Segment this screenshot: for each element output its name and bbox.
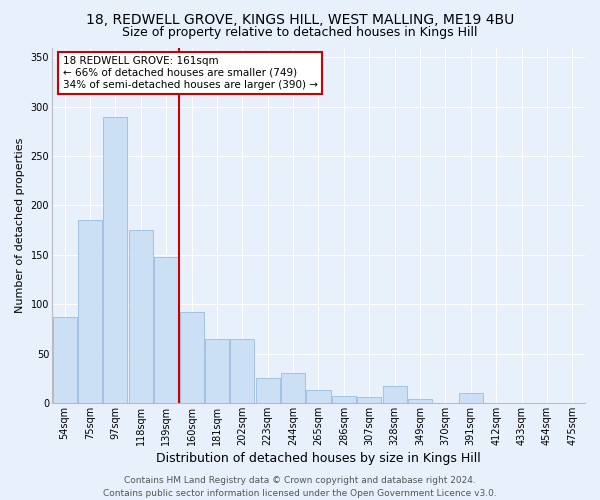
- Bar: [459, 393, 483, 403]
- Bar: [332, 396, 356, 403]
- Y-axis label: Number of detached properties: Number of detached properties: [15, 138, 25, 313]
- Text: 18, REDWELL GROVE, KINGS HILL, WEST MALLING, ME19 4BU: 18, REDWELL GROVE, KINGS HILL, WEST MALL…: [86, 12, 514, 26]
- Bar: [205, 338, 229, 403]
- Bar: [179, 312, 203, 403]
- Bar: [307, 390, 331, 403]
- Bar: [256, 378, 280, 403]
- X-axis label: Distribution of detached houses by size in Kings Hill: Distribution of detached houses by size …: [156, 452, 481, 465]
- Bar: [103, 116, 127, 403]
- Bar: [129, 230, 153, 403]
- Text: Size of property relative to detached houses in Kings Hill: Size of property relative to detached ho…: [122, 26, 478, 39]
- Bar: [53, 317, 77, 403]
- Text: Contains HM Land Registry data © Crown copyright and database right 2024.
Contai: Contains HM Land Registry data © Crown c…: [103, 476, 497, 498]
- Bar: [154, 257, 178, 403]
- Bar: [78, 220, 102, 403]
- Bar: [281, 374, 305, 403]
- Bar: [230, 338, 254, 403]
- Bar: [383, 386, 407, 403]
- Bar: [357, 397, 382, 403]
- Text: 18 REDWELL GROVE: 161sqm
← 66% of detached houses are smaller (749)
34% of semi-: 18 REDWELL GROVE: 161sqm ← 66% of detach…: [62, 56, 317, 90]
- Bar: [408, 399, 432, 403]
